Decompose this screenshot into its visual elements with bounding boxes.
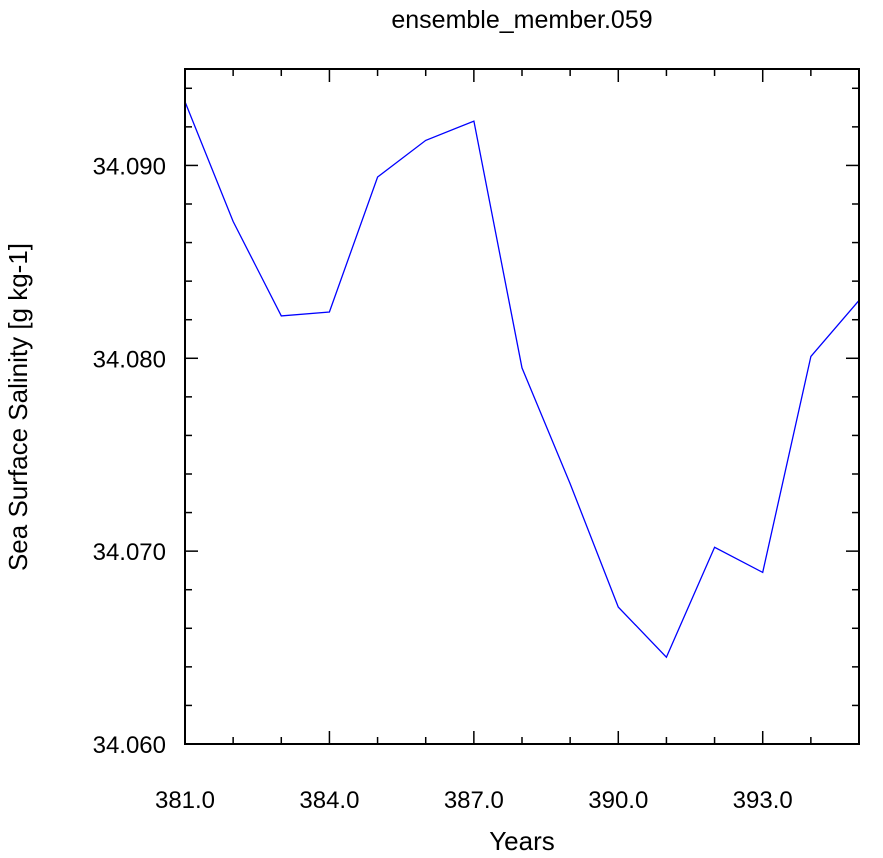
x-axis-label: Years	[489, 826, 555, 856]
y-tick-label: 34.070	[93, 539, 166, 566]
x-tick-label: 390.0	[588, 787, 648, 814]
series-line	[184, 101, 860, 659]
series-group	[184, 101, 860, 659]
x-tick-label: 387.0	[444, 787, 504, 814]
x-tick-label: 381.0	[155, 787, 215, 814]
tick-labels: 381.0 384.0 387.0 390.0 393.0 34.060 34.070 34.…	[93, 153, 793, 814]
y-tick-label: 34.090	[93, 153, 166, 180]
y-tick-label: 34.080	[93, 346, 166, 373]
x-tick-label: 393.0	[733, 787, 793, 814]
y-tick-label: 34.060	[93, 732, 166, 759]
x-tick-label: 384.0	[299, 787, 359, 814]
chart-title: ensemble_member.059	[391, 6, 652, 34]
y-axis-label: Sea Surface Salinity [g kg-1]	[3, 243, 33, 571]
plot-frame	[184, 68, 860, 745]
axis-ticks	[184, 69, 860, 745]
